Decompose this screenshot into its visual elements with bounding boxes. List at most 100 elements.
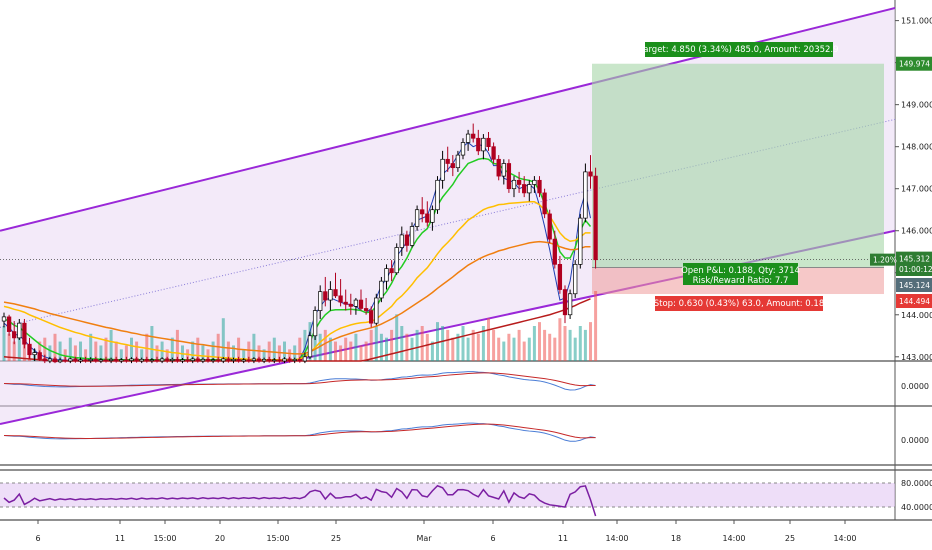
candle-body	[578, 217, 583, 265]
candle-body	[389, 268, 394, 274]
volume-bar	[252, 333, 256, 361]
pct-tag-label: 1.20%	[873, 256, 897, 265]
volume-bar	[476, 333, 480, 361]
candle-body	[119, 359, 124, 362]
volume-bar	[359, 345, 363, 361]
volume-bar	[578, 326, 582, 361]
candle-body	[226, 358, 231, 361]
candle-body	[430, 209, 435, 223]
candle-body	[348, 303, 353, 307]
volume-bar	[589, 322, 592, 361]
candle-body	[358, 299, 364, 309]
volume-bar	[73, 345, 77, 361]
price-tag	[896, 262, 932, 276]
candle-body	[6, 316, 12, 332]
volume-bar	[191, 341, 195, 361]
volume-bar	[328, 337, 332, 361]
volume-bar	[487, 318, 490, 361]
volume-bar	[175, 329, 179, 361]
candle-body	[374, 297, 379, 324]
volume-bar	[84, 349, 88, 361]
candle-body	[277, 359, 282, 362]
candle-body	[516, 179, 522, 185]
pane1-tick-label: 0.0000	[901, 382, 929, 391]
volume-bar	[283, 341, 286, 361]
candle-body	[414, 209, 420, 227]
volume-bar	[99, 345, 103, 361]
price-tag-label: 149.974	[899, 60, 930, 69]
volume-bar	[420, 326, 424, 361]
candle-body	[149, 359, 155, 362]
candle-body	[588, 171, 593, 177]
volume-bar	[68, 337, 72, 361]
volume-bar	[538, 322, 541, 361]
candle-body	[369, 310, 374, 324]
volume-bar	[512, 337, 516, 361]
candle-body	[221, 358, 226, 362]
volume-bar	[130, 337, 133, 361]
volume-bar	[502, 341, 506, 361]
volume-bar	[456, 333, 460, 361]
volume-bar	[155, 345, 159, 361]
candle-body	[267, 358, 272, 361]
candle-body	[170, 358, 175, 361]
candle-body	[567, 293, 573, 316]
volume-bar	[145, 333, 149, 361]
candle-body	[134, 358, 139, 362]
time-tick-label: 18	[671, 534, 681, 543]
price-tick-label: 144.000	[901, 311, 932, 320]
volume-bar	[119, 349, 123, 361]
candle-body	[496, 158, 501, 177]
rsi-tick-label: 40.0000	[901, 503, 932, 512]
candle-body	[542, 192, 547, 215]
volume-bar	[124, 345, 128, 361]
volume-bar	[344, 337, 348, 361]
volume-bar	[2, 326, 6, 361]
candle-body	[256, 358, 262, 362]
volume-bar	[471, 329, 475, 361]
volume-bar	[461, 326, 465, 361]
candle-body	[557, 263, 563, 290]
candle-body	[78, 359, 83, 362]
volume-bar	[140, 349, 144, 361]
candle-body	[363, 308, 369, 311]
candle-body	[144, 358, 149, 361]
candle-body	[318, 291, 323, 311]
time-tick-label: 6	[490, 534, 495, 543]
volume-bar	[583, 329, 587, 361]
volume-bar	[543, 329, 547, 361]
volume-bar	[288, 349, 292, 361]
candle-body	[440, 158, 445, 181]
volume-bar	[114, 341, 118, 361]
candle-body	[272, 359, 277, 362]
candle-body	[537, 179, 542, 194]
candle-body	[175, 358, 180, 362]
candle-body	[338, 295, 343, 303]
volume-bar	[374, 326, 378, 361]
candle-body	[353, 299, 359, 307]
volume-bar	[436, 322, 439, 361]
volume-bar	[89, 333, 93, 361]
price-tick-label: 147.000	[901, 185, 932, 194]
candle-body	[465, 133, 471, 143]
candle-body	[292, 358, 297, 361]
candle-body	[139, 358, 144, 362]
candle-body	[399, 234, 404, 248]
oscillator-1-signal	[3, 372, 596, 387]
candle-body	[165, 358, 170, 361]
candle-body	[159, 358, 165, 362]
price-tag	[896, 278, 932, 292]
open-pl-label-text: Risk/Reward Ratio: 7.7	[693, 276, 789, 286]
candle-body	[562, 289, 568, 316]
price-tag-label: 144.494	[899, 297, 930, 306]
volume-bar	[385, 337, 388, 361]
volume-bar	[568, 329, 572, 361]
volume-bar	[349, 341, 353, 361]
price-tag-label: 145.124	[899, 281, 930, 290]
volume-bar	[17, 329, 21, 361]
volume-bar	[517, 329, 521, 361]
time-tick-label: 25	[785, 534, 795, 543]
candle-body	[246, 359, 251, 362]
